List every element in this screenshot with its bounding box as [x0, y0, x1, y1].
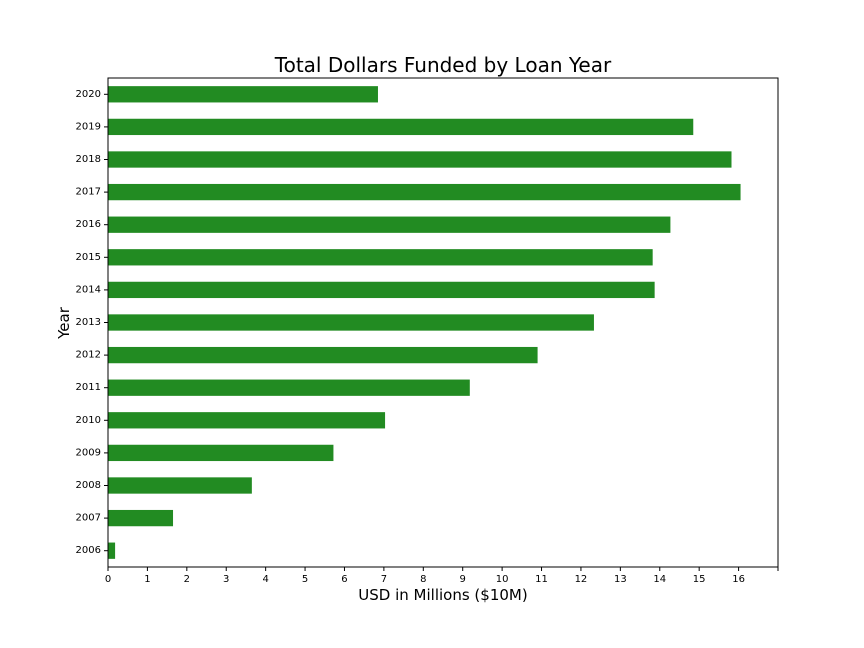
- x-tick-label-7: 7: [381, 574, 387, 585]
- y-tick-label-2015: 2015: [76, 252, 101, 263]
- bar-2011: [108, 379, 470, 396]
- x-tick-label-5: 5: [302, 574, 308, 585]
- y-tick-label-2019: 2019: [76, 121, 101, 132]
- x-tick-label-15: 15: [693, 574, 706, 585]
- x-tick-label-14: 14: [653, 574, 666, 585]
- x-tick-label-16: 16: [732, 574, 745, 585]
- y-tick-label-2016: 2016: [76, 219, 101, 230]
- bar-2018: [108, 151, 732, 168]
- y-tick-label-2020: 2020: [76, 89, 101, 100]
- chart-title: Total Dollars Funded by Loan Year: [274, 53, 612, 77]
- x-axis-ticks: 0 1 2 3 4 5 6 7 8 9 10 11 12 13 14 15 16: [105, 567, 779, 585]
- bar-2014: [108, 281, 655, 299]
- y-tick-label-2007: 2007: [76, 513, 101, 524]
- bar-2017: [108, 183, 741, 201]
- bar-2019: [108, 118, 694, 136]
- x-tick-label-4: 4: [262, 574, 268, 585]
- y-tick-label-2018: 2018: [76, 154, 101, 165]
- bar-2016: [108, 216, 671, 233]
- x-tick-label-11: 11: [535, 574, 548, 585]
- bar-2013: [108, 314, 594, 331]
- x-tick-label-1: 1: [144, 574, 150, 585]
- x-tick-label-12: 12: [575, 574, 588, 585]
- bar-2009: [108, 444, 334, 462]
- bars-group: [108, 86, 741, 559]
- y-tick-label-2014: 2014: [76, 284, 101, 295]
- y-tick-label-2013: 2013: [76, 317, 101, 328]
- bar-2012: [108, 346, 538, 364]
- x-tick-label-13: 13: [614, 574, 627, 585]
- x-tick-label-3: 3: [223, 574, 229, 585]
- bar-2007: [108, 509, 174, 527]
- bar-2008: [108, 477, 252, 494]
- bar-2020: [108, 86, 378, 103]
- y-tick-label-2010: 2010: [76, 415, 101, 426]
- x-tick-label-6: 6: [341, 574, 347, 585]
- y-tick-label-2009: 2009: [76, 447, 101, 458]
- x-tick-label-2: 2: [184, 574, 190, 585]
- x-axis-label: USD in Millions ($10M): [358, 586, 527, 604]
- y-tick-label-2017: 2017: [76, 187, 101, 198]
- y-tick-label-2011: 2011: [76, 382, 101, 393]
- x-tick-label-8: 8: [420, 574, 426, 585]
- y-tick-label-2006: 2006: [76, 545, 101, 556]
- y-tick-label-2012: 2012: [76, 350, 101, 361]
- y-axis-ticks: 2006 2007 2008 2009 2010 2011 2012 2013 2014 2015…: [76, 89, 108, 556]
- x-tick-label-9: 9: [460, 574, 466, 585]
- x-tick-label-10: 10: [496, 574, 509, 585]
- y-tick-label-2008: 2008: [76, 480, 101, 491]
- bar-2010: [108, 412, 386, 429]
- x-tick-label-0: 0: [105, 574, 111, 585]
- bar-2006: [108, 542, 116, 559]
- y-axis-label: Year: [55, 306, 73, 340]
- bar-2015: [108, 249, 653, 266]
